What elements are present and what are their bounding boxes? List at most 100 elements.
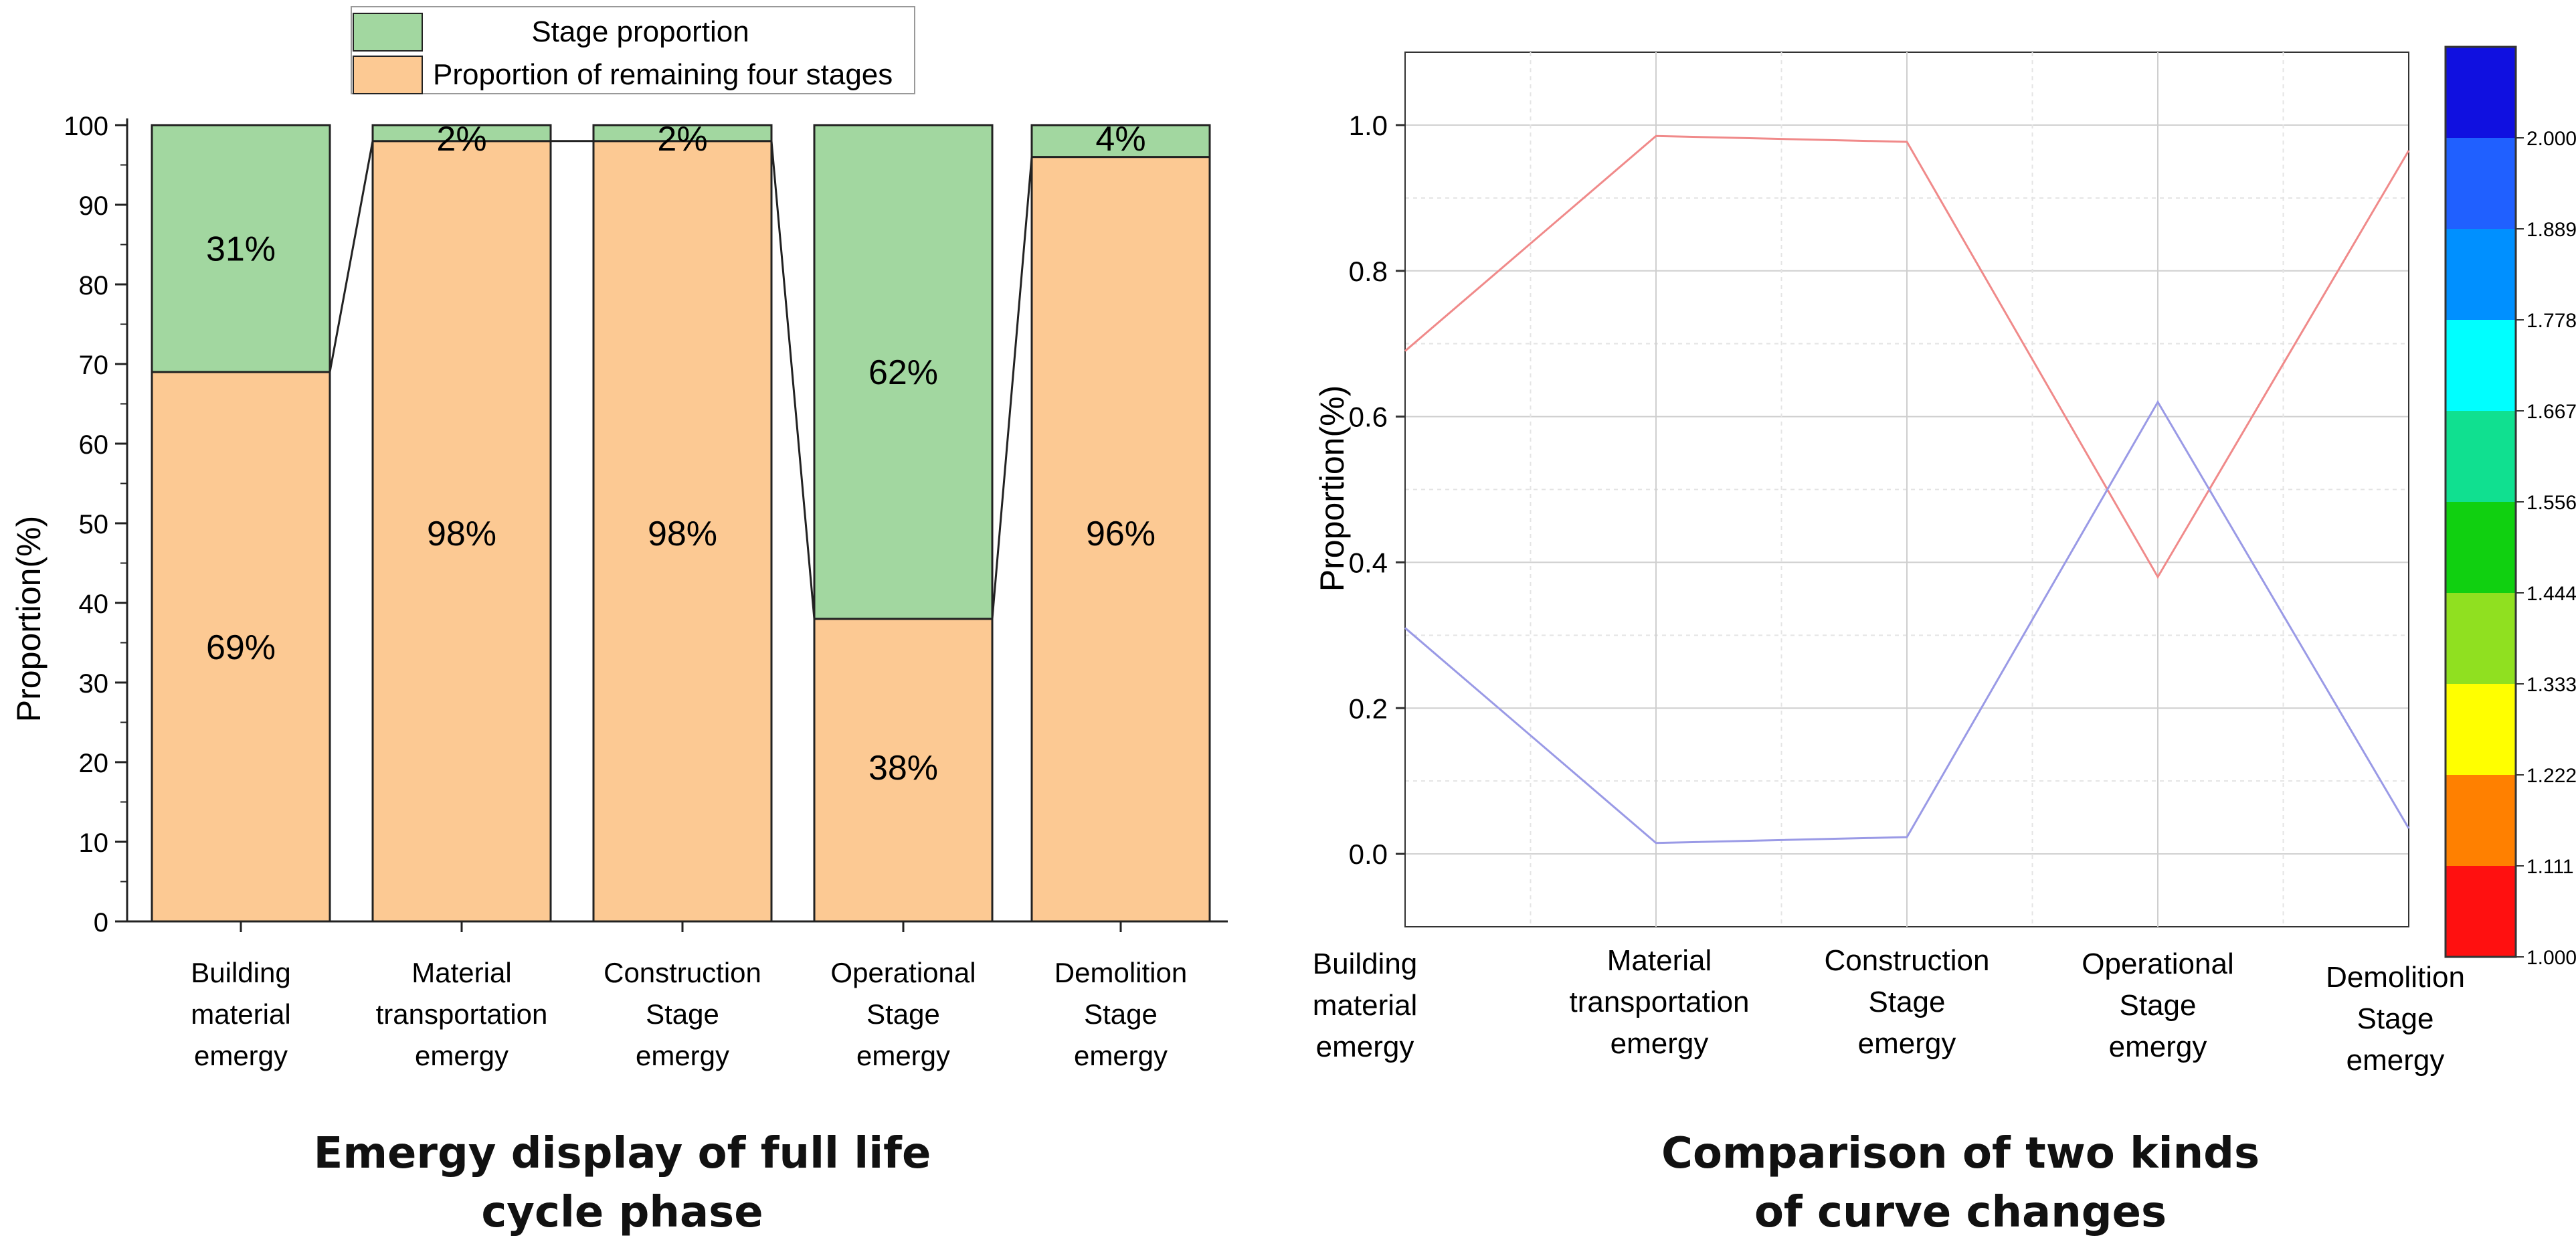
right-axes: 0.0 0.2 0.4 0.6 0.8 1.0 Building material emergy…	[1313, 110, 2465, 1077]
x-tick-label: Building	[191, 957, 290, 988]
bar-stage-proportion	[371, 124, 552, 143]
left-y-axis-label: Proportion(%)	[10, 516, 48, 722]
bar-remaining-stages	[1030, 156, 1211, 923]
data-label-stage: 31%	[206, 230, 276, 268]
bar-stage-proportion	[592, 124, 773, 143]
legend-box	[351, 6, 915, 94]
x-tick-label: Demolition	[1054, 957, 1187, 988]
x-tick-label: emergy	[636, 1040, 729, 1071]
x-tick-label: emergy	[194, 1040, 288, 1071]
colorbar-segment	[2446, 593, 2516, 684]
right-series-lines	[1404, 134, 2410, 844]
colorbar-segment	[2446, 502, 2516, 593]
x-tick-label: material	[1313, 989, 1418, 1022]
colorbar-label: 1.667	[2526, 401, 2576, 423]
x-tick-label: transportation	[376, 998, 548, 1030]
x-tick-label: emergy	[1074, 1040, 1168, 1071]
y-tick-label: 90	[79, 191, 109, 221]
data-label-stage: 62%	[868, 353, 938, 392]
y-tick-label: 70	[79, 351, 109, 380]
x-tick-label: Construction	[1824, 944, 1989, 977]
bar-stage-proportion	[1030, 124, 1211, 159]
colorbar-label: 1.111	[2526, 856, 2574, 878]
x-tick-label: Material	[411, 957, 511, 988]
left-legend: Stage proportion Proportion of remaining…	[351, 6, 915, 94]
caption-line: of curve changes	[1754, 1188, 2167, 1237]
y-tick-label: 0.4	[1349, 547, 1388, 578]
line-series-stage-proportion	[1404, 399, 2410, 844]
colorbar-segment	[2446, 229, 2516, 320]
x-tick-label: material	[191, 998, 290, 1030]
left-data-labels: 69% 31% Building material emergy 98% 2% Materia…	[191, 120, 1187, 1071]
legend-swatch-remaining-stages	[353, 56, 423, 94]
legend-swatch-stage-proportion	[353, 13, 423, 52]
bar-stage-proportion	[151, 124, 331, 373]
y-tick-label: 1.0	[1349, 110, 1388, 141]
colorbar-label: 1.889	[2526, 219, 2576, 241]
x-tick-label: emergy	[2347, 1044, 2445, 1077]
bar-remaining-stages	[371, 140, 552, 923]
x-tick-label: Stage	[1084, 998, 1158, 1030]
caption-line: Comparison of two kinds	[1661, 1129, 2260, 1178]
line-series-remaining-stages	[1404, 134, 2410, 579]
connector-line	[329, 141, 374, 373]
x-tick-label: Material	[1607, 944, 1712, 977]
y-tick-label: 30	[79, 669, 109, 699]
data-label-stage: 4%	[1095, 120, 1145, 159]
y-tick-label: 0	[94, 908, 108, 937]
left-figure-caption: Emergy display of full life cycle phase	[254, 1124, 990, 1242]
y-tick-label: 0.2	[1349, 693, 1388, 724]
x-tick-label: Stage	[2120, 989, 2197, 1022]
y-tick-label: 100	[64, 112, 108, 141]
bar-remaining-stages	[592, 140, 773, 923]
caption-line: Emergy display of full life	[313, 1129, 931, 1178]
x-tick-label: emergy	[1611, 1027, 1709, 1060]
x-tick-label: Demolition	[2326, 961, 2465, 994]
x-tick-label: Stage	[2357, 1002, 2434, 1035]
x-tick-label: Operational	[830, 957, 976, 988]
colorbar-label: 1.222	[2526, 765, 2576, 787]
colorbar: 1.000 1.111 1.222 1.333 1.444 1.556 1.667 1.778…	[2444, 46, 2576, 969]
x-tick-label: transportation	[1569, 986, 1749, 1018]
colorbar-segment	[2446, 320, 2516, 411]
right-y-axis-label: Proportion(%)	[1313, 385, 1351, 592]
left-stacked-bar-chart: Stage proportion Proportion of remaining…	[10, 6, 1228, 1071]
left-connector-lines	[329, 140, 1033, 619]
colorbar-label: 1.000	[2526, 947, 2576, 969]
y-tick-label: 50	[79, 510, 109, 539]
x-tick-label: emergy	[2109, 1030, 2207, 1063]
y-tick-label: 0.8	[1349, 256, 1388, 287]
y-tick-label: 0.6	[1349, 401, 1388, 433]
colorbar-segment	[2446, 684, 2516, 775]
right-gridlines	[1404, 52, 2409, 927]
connector-line	[770, 141, 816, 619]
caption-line: cycle phase	[481, 1188, 763, 1237]
bar-remaining-stages	[813, 618, 994, 923]
x-tick-label: Stage	[1869, 986, 1946, 1018]
left-bars	[151, 124, 1211, 923]
x-tick-label: emergy	[415, 1040, 509, 1071]
data-label-remaining: 96%	[1086, 515, 1156, 553]
colorbar-segment	[2446, 866, 2516, 957]
x-tick-label: emergy	[1316, 1030, 1414, 1063]
x-tick-label: Stage	[866, 998, 940, 1030]
colorbar-segment	[2446, 775, 2516, 866]
colorbar-label: 1.333	[2526, 674, 2576, 696]
data-label-remaining: 98%	[427, 515, 496, 553]
data-label-stage: 2%	[436, 120, 486, 159]
colorbar-label: 1.444	[2526, 583, 2576, 605]
legend-label-remaining-stages: Proportion of remaining four stages	[433, 58, 893, 91]
data-label-remaining: 69%	[206, 628, 276, 667]
colorbar-segment	[2446, 138, 2516, 229]
x-tick-label: Construction	[604, 957, 761, 988]
legend-label-stage-proportion: Stage proportion	[531, 15, 749, 48]
colorbar-label: 1.556	[2526, 492, 2576, 514]
x-tick-label: Operational	[2082, 948, 2233, 980]
x-tick-label: Building	[1313, 948, 1418, 980]
bar-stage-proportion	[813, 124, 994, 620]
data-label-remaining: 38%	[868, 749, 938, 788]
colorbar-label: 2.000	[2526, 128, 2576, 150]
x-tick-label: emergy	[856, 1040, 950, 1071]
x-tick-label: Stage	[646, 998, 719, 1030]
